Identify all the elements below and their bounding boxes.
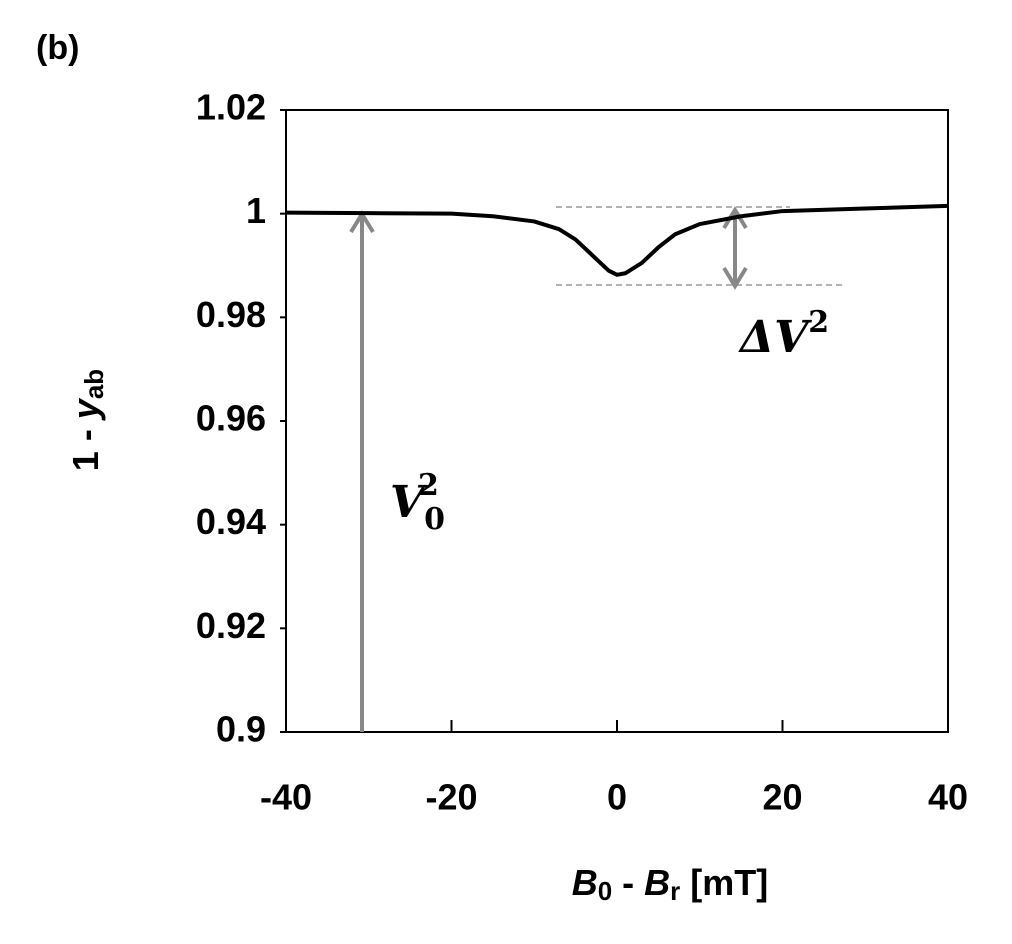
y-axis-label-part: ab [79,369,109,399]
x-axis-label-part: r [670,876,680,906]
arrow-head [722,206,748,230]
x-axis-label-part: [mT] [680,862,768,903]
x-axis-label-part: B [644,862,670,903]
x-axis-label-part: 0 [598,876,612,906]
x-tick-label: 20 [762,777,802,818]
y-tick-label: 0.9 [216,709,266,750]
x-tick-label: 40 [928,777,968,818]
x-axis-label-part: B [572,862,598,903]
annotation-part: V [390,477,428,528]
arrows [349,206,748,732]
y-axis-label-part: 1 - [65,419,106,471]
annotation-part: ΔV [738,312,812,363]
annotation: ΔV2 [738,305,829,363]
x-axis-label: B0 - Br [mT] [572,862,769,906]
x-tick-label: -40 [260,777,312,818]
y-tick-label: 0.96 [196,398,266,439]
arrow-head [722,266,748,290]
data-line [285,203,949,277]
x-tick-label: 0 [607,777,627,818]
x-axis-label-part: - [612,862,644,903]
y-tick-label: 0.92 [196,605,266,646]
y-tick-label: 0.98 [196,294,266,335]
x-tick-label: -20 [425,777,477,818]
annotation: V02 [390,468,445,537]
y-tick-label: 0.94 [196,501,266,542]
y-axis-label: 1 - yab [65,369,109,471]
annotation-part: 0 [424,502,445,537]
annotation-part: 2 [808,305,829,340]
y-tick-label: 1 [246,190,266,231]
y-tick-label: 1.02 [196,87,266,128]
annotation-part: 2 [418,468,439,503]
y-axis-label-part: y [65,397,106,421]
plot-frame [285,109,949,733]
chart-title: (b) [36,29,79,67]
